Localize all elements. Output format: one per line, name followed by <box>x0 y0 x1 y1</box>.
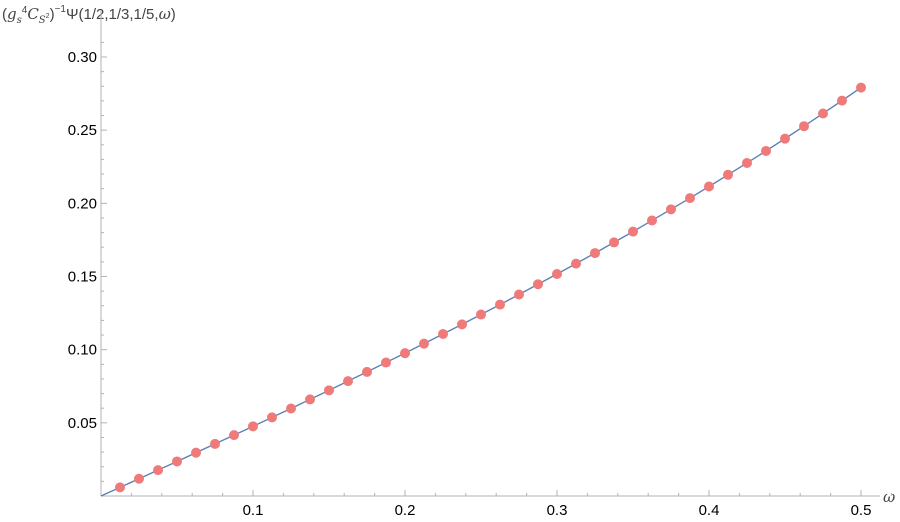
y-tick-label: 0.05 <box>68 415 97 432</box>
data-point <box>134 473 144 484</box>
data-point <box>514 289 524 300</box>
data-point <box>704 181 714 192</box>
data-point <box>476 309 486 320</box>
data-point <box>590 248 600 259</box>
data-point <box>381 357 391 368</box>
data-point <box>286 403 296 414</box>
data-point <box>647 215 657 226</box>
y-tick-label: 0.30 <box>68 49 97 66</box>
data-point <box>438 329 448 340</box>
data-point <box>723 169 733 180</box>
series-layer <box>100 82 866 497</box>
data-point <box>248 421 258 432</box>
data-point <box>799 121 809 132</box>
data-point <box>818 108 828 119</box>
y-tick-label: 0.20 <box>68 195 97 212</box>
x-tick-label: 0.2 <box>395 502 416 519</box>
y-tick-label: 0.10 <box>68 342 97 359</box>
x-tick-label: 0.5 <box>851 502 872 519</box>
data-point <box>115 482 125 493</box>
data-point <box>609 237 619 248</box>
data-point <box>153 465 163 476</box>
data-point <box>552 269 562 280</box>
data-point <box>495 299 505 310</box>
data-point <box>191 447 201 458</box>
data-point <box>666 204 676 215</box>
data-point <box>685 193 695 204</box>
data-point <box>305 394 315 405</box>
data-point <box>210 438 220 449</box>
x-tick-label: 0.1 <box>243 502 264 519</box>
data-point <box>362 366 372 377</box>
y-axis-label: (gs4CS2)−1Ψ(1/2,1/3,1/5,ω) <box>2 4 176 26</box>
data-point <box>628 226 638 237</box>
data-point <box>229 430 239 441</box>
fit-curve <box>100 87 862 497</box>
data-point <box>761 145 771 156</box>
data-point <box>533 279 543 290</box>
x-tick-label: 0.3 <box>547 502 568 519</box>
x-tick-label: 0.4 <box>699 502 720 519</box>
data-point <box>780 133 790 144</box>
data-point <box>267 412 277 423</box>
y-tick-label: 0.15 <box>68 269 97 286</box>
data-point <box>571 258 581 269</box>
data-point <box>419 338 429 349</box>
data-point <box>400 348 410 359</box>
data-point <box>856 82 866 93</box>
data-point <box>343 376 353 387</box>
axes: 0.1 0.2 0.3 0.4 0.5 0.05 0.10 0.15 0.20 0.25 0.30 <box>68 10 892 519</box>
data-point <box>324 385 334 396</box>
x-axis-label: ω <box>883 488 895 506</box>
data-point <box>837 95 847 106</box>
data-point <box>457 319 467 330</box>
data-point <box>742 157 752 168</box>
y-tick-label: 0.25 <box>68 122 97 139</box>
data-point <box>172 456 182 467</box>
